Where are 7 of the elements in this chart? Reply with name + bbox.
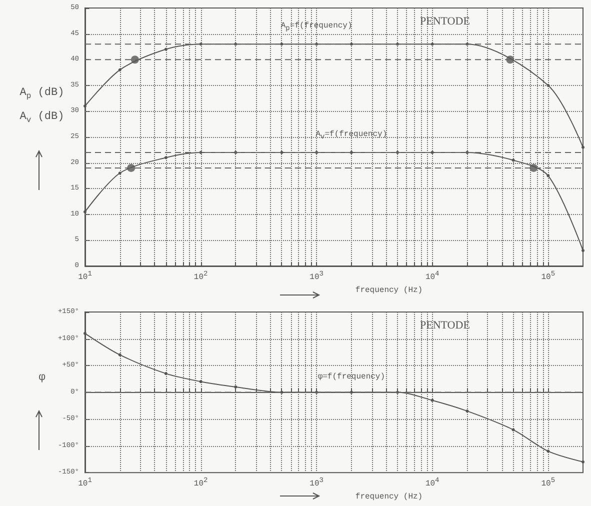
text: PENTODE <box>420 16 470 28</box>
text: PENTODE <box>420 320 470 332</box>
x-axis-title: frequency (Hz) <box>355 286 423 295</box>
series-label: φ=f(frequency) <box>318 372 386 382</box>
x-axis-title: frequency (Hz) <box>355 492 423 502</box>
y-axis-title: φ <box>38 371 46 386</box>
text: A$_{p}$ (dB) A$_{v}$ (dB) <box>20 87 64 126</box>
